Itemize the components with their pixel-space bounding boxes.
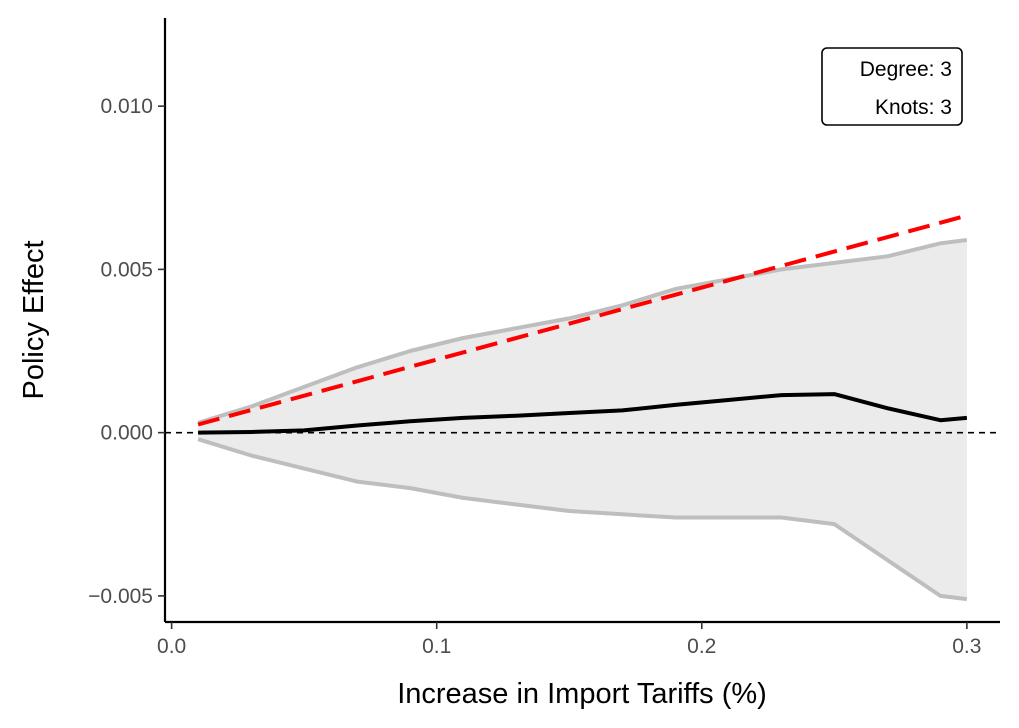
legend-frame — [821, 47, 963, 126]
y-tick-label: 0.010 — [100, 95, 153, 118]
y-tick-label: −0.005 — [88, 585, 153, 608]
upper-bound-line — [197, 238, 968, 425]
y-axis-title: Policy Effect — [18, 240, 50, 399]
legend-box: Degree: 3 Knots: 3 — [821, 47, 963, 126]
legend-degree: Degree: 3 — [860, 58, 952, 81]
y-tick-label: 0.000 — [100, 422, 153, 445]
x-tick-label: 0.2 — [687, 635, 716, 658]
x-axis-title: Increase in Import Tariffs (%) — [397, 678, 767, 710]
axes — [163, 18, 1000, 624]
lower-bound-line — [197, 437, 968, 602]
x-tick-label: 0.1 — [422, 635, 451, 658]
x-tick-label: 0.0 — [157, 635, 186, 658]
series-lines — [197, 213, 968, 602]
y-tick-label: 0.005 — [100, 258, 153, 281]
legend-knots: Knots: 3 — [875, 96, 952, 119]
confidence-band — [198, 240, 967, 600]
band-fill — [198, 240, 967, 600]
x-tick-label: 0.3 — [952, 635, 981, 658]
estimate-line — [198, 392, 968, 435]
linear-reference-line — [197, 213, 968, 427]
tick-labels: −0.005 0.000 0.005 0.010 0.0 0.1 0.2 0.3 — [88, 95, 981, 658]
